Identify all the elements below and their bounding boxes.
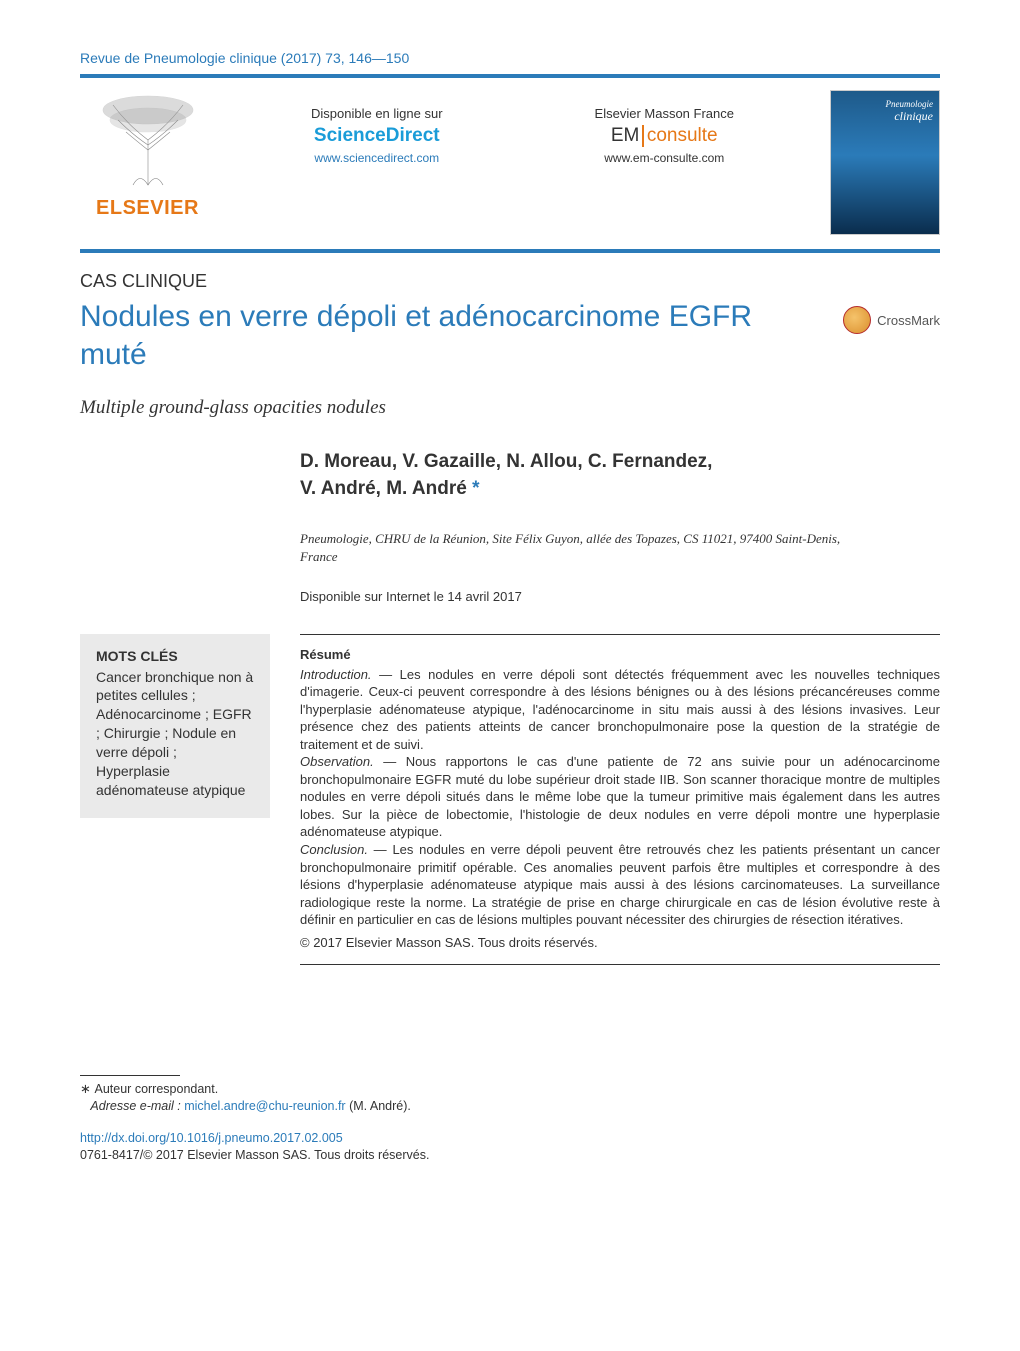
abstract-body: Introduction. — Les nodules en verre dép… [300, 666, 940, 929]
consulte-suffix: consulte [647, 125, 718, 147]
intro-label: Introduction. — [300, 667, 392, 682]
authors-line1: D. Moreau, V. Gazaille, N. Allou, C. Fer… [300, 451, 712, 472]
footer-rule [80, 1075, 180, 1076]
page-footer: ∗ Auteur correspondant. Adresse e-mail :… [80, 1075, 940, 1165]
abstract-copyright: © 2017 Elsevier Masson SAS. Tous droits … [300, 935, 940, 950]
intro-text: Les nodules en verre dépoli sont détecté… [300, 667, 940, 752]
footnote-star-icon: ∗ [80, 1081, 95, 1096]
keywords-list: Cancer bronchique non à petites cellules… [96, 668, 254, 800]
em-divider [642, 125, 644, 147]
content-row: MOTS CLÉS Cancer bronchique non à petite… [80, 634, 940, 965]
affiliation: Pneumologie, CHRU de la Réunion, Site Fé… [300, 530, 860, 566]
keywords-heading: MOTS CLÉS [96, 648, 254, 664]
corresponding-author-note: ∗ Auteur correspondant. [80, 1080, 940, 1099]
banner-links: Disponible en ligne sur ScienceDirect ww… [235, 90, 810, 165]
available-online-date: Disponible sur Internet le 14 avril 2017 [300, 589, 940, 604]
sciencedirect-logo[interactable]: ScienceDirect [314, 125, 440, 147]
abstract-heading: Résumé [300, 647, 940, 662]
crossmark-badge[interactable]: CrossMark [843, 306, 940, 334]
publisher-banner: ELSEVIER Disponible en ligne sur Science… [80, 78, 940, 253]
keywords-box: MOTS CLÉS Cancer bronchique non à petite… [80, 634, 270, 818]
emconsulte-url[interactable]: www.em-consulte.com [604, 151, 724, 165]
crossmark-icon [843, 306, 871, 334]
emconsulte-logo[interactable]: EM consulte [611, 125, 718, 147]
article-subtitle: Multiple ground-glass opacities nodules [80, 397, 940, 419]
observation-text: Nous rapportons le cas d'une patiente de… [300, 754, 940, 839]
corresponding-star-icon: * [467, 478, 480, 499]
observation-label: Observation. — [300, 754, 396, 769]
em-prefix: EM [611, 125, 640, 147]
conclusion-text: Les nodules en verre dépoli peuvent être… [300, 842, 940, 927]
doi-link[interactable]: http://dx.doi.org/10.1016/j.pneumo.2017.… [80, 1130, 940, 1148]
corresponding-email-line: Adresse e-mail : michel.andre@chu-reunio… [80, 1098, 940, 1116]
authors-line2: V. André, M. André [300, 478, 467, 499]
abstract-top-rule [300, 634, 940, 635]
conclusion-label: Conclusion. — [300, 842, 387, 857]
crossmark-label: CrossMark [877, 313, 940, 328]
title-row: Nodules en verre dépoli et adénocarcinom… [80, 298, 940, 373]
elsevier-tree-icon [88, 90, 208, 195]
abstract-bottom-rule [300, 964, 940, 965]
abstract-column: Résumé Introduction. — Les nodules en ve… [300, 634, 940, 965]
sd-available-label: Disponible en ligne sur [311, 106, 443, 121]
elsevier-logo-block: ELSEVIER [80, 90, 215, 220]
journal-citation: Revue de Pneumologie clinique (2017) 73,… [80, 50, 940, 66]
cover-title-text: Pneumologie clinique [886, 99, 934, 124]
email-link[interactable]: michel.andre@chu-reunion.fr [184, 1099, 345, 1113]
journal-cover-thumbnail: Pneumologie clinique [830, 90, 940, 235]
em-publisher-label: Elsevier Masson France [595, 106, 734, 121]
email-label: Adresse e-mail : [90, 1099, 184, 1113]
authors: D. Moreau, V. Gazaille, N. Allou, C. Fer… [300, 449, 940, 502]
article-title[interactable]: Nodules en verre dépoli et adénocarcinom… [80, 298, 823, 373]
section-label: CAS CLINIQUE [80, 271, 940, 292]
elsevier-wordmark: ELSEVIER [96, 197, 199, 220]
emconsulte-block: Elsevier Masson France EM consulte www.e… [595, 106, 734, 165]
email-suffix: (M. André). [346, 1099, 411, 1113]
issn-copyright: 0761-8417/© 2017 Elsevier Masson SAS. To… [80, 1147, 940, 1165]
sciencedirect-url[interactable]: www.sciencedirect.com [314, 151, 439, 165]
sciencedirect-block: Disponible en ligne sur ScienceDirect ww… [311, 106, 443, 165]
